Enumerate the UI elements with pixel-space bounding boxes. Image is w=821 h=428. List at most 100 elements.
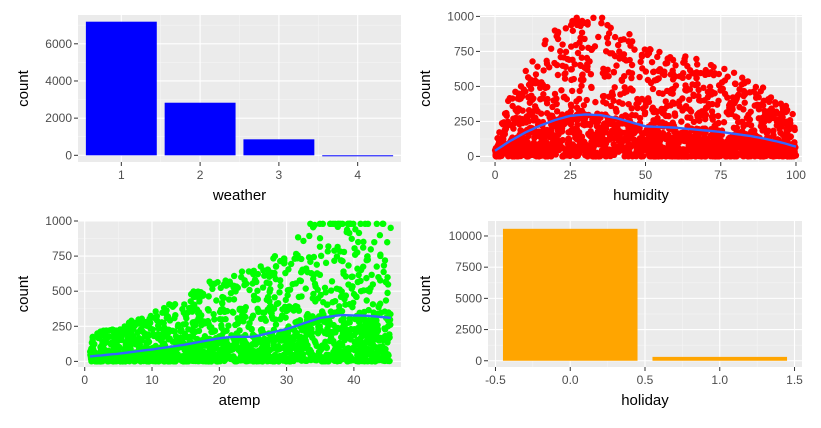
scatter-point [578,133,586,140]
scatter-point [605,30,613,37]
scatter-point [615,134,623,141]
scatter-point [218,322,225,329]
scatter-point [248,315,255,322]
scatter-point [210,350,217,357]
scatter-point [669,56,677,64]
scatter-point [134,320,142,327]
scatter-point [346,329,353,336]
scatter-point [376,232,384,239]
scatter-point [340,268,347,275]
scatter-point [265,269,272,277]
scatter-point [241,281,248,289]
scatter-point [578,147,585,154]
scatter-point [568,66,575,73]
scatter-point [586,58,593,65]
scatter-point [367,346,374,354]
scatter-point [769,112,777,119]
scatter-point [313,270,321,277]
scatter-point [351,346,358,354]
scatter-point [302,343,309,350]
scatter-point [614,41,622,49]
scatter-point [294,303,301,311]
scatter-point [359,244,367,251]
scatter-point [648,58,656,66]
scatter-point [361,308,368,316]
scatter-point [598,19,605,27]
scatter-point [375,273,382,281]
y-tick-label: 1000 [45,214,72,228]
scatter-point [277,315,284,323]
scatter-point [633,101,640,108]
scatter-point [601,73,608,80]
scatter-point [574,49,582,57]
scatter-point [300,237,307,245]
scatter-point [152,356,159,363]
scatter-point [641,110,649,118]
scatter-point [241,307,248,314]
y-axis-title: count [417,275,434,313]
scatter-point [583,65,590,72]
scatter-point [522,67,529,75]
scatter-point [675,139,682,147]
scatter-point [713,101,721,108]
scatter-point [612,105,620,113]
scatter-point [702,137,709,145]
scatter-point [526,99,534,106]
scatter-point [551,27,559,34]
scatter-point [641,46,649,53]
scatter-point [336,339,343,347]
scatter-point [341,295,348,303]
scatter-point [626,149,633,156]
x-tick-label: 0 [81,373,88,387]
x-axis-title: humidity [613,187,669,204]
scatter-point [293,255,301,262]
scatter-point [294,234,302,241]
x-tick-label: 40 [347,373,361,387]
y-tick-label: 5000 [455,291,482,305]
scatter-point [266,304,273,311]
scatter-point [342,301,349,308]
scatter-point [328,278,336,285]
scatter-point [342,320,350,327]
scatter-point [740,135,748,143]
scatter-point [365,316,372,324]
scatter-point [272,321,280,328]
scatter-point [152,308,159,315]
scatter-point [246,286,253,294]
scatter-point [769,152,776,159]
scatter-point [746,116,754,123]
scatter-point [700,84,707,91]
scatter-point [287,346,294,353]
bar [502,228,638,361]
y-axis-title: count [15,69,32,107]
scatter-point [339,257,346,265]
scatter-point [593,123,601,130]
scatter-point [580,102,588,109]
scatter-point [536,142,544,149]
scatter-point [546,64,553,71]
scatter-point [364,253,371,260]
scatter-point [205,293,212,300]
scatter-point [718,79,726,86]
scatter-point [502,123,510,131]
scatter-point [380,262,388,269]
scatter-point [561,93,568,101]
scatter-point [377,251,384,258]
scatter-point [145,338,153,346]
scatter-point [727,99,734,107]
scatter-point [218,351,225,358]
scatter-point [634,95,641,103]
scatter-point [204,305,212,313]
scatter-point [540,134,547,142]
scatter-point [525,107,533,114]
scatter-point [611,33,619,41]
x-tick-label: 0.0 [562,373,579,387]
scatter-point [266,280,273,287]
scatter-point [321,284,329,291]
scatter-point [302,327,310,335]
scatter-point [633,127,640,134]
scatter-point [382,297,390,304]
scatter-point [565,135,572,143]
scatter-point [222,316,229,323]
scatter-point [310,253,318,261]
